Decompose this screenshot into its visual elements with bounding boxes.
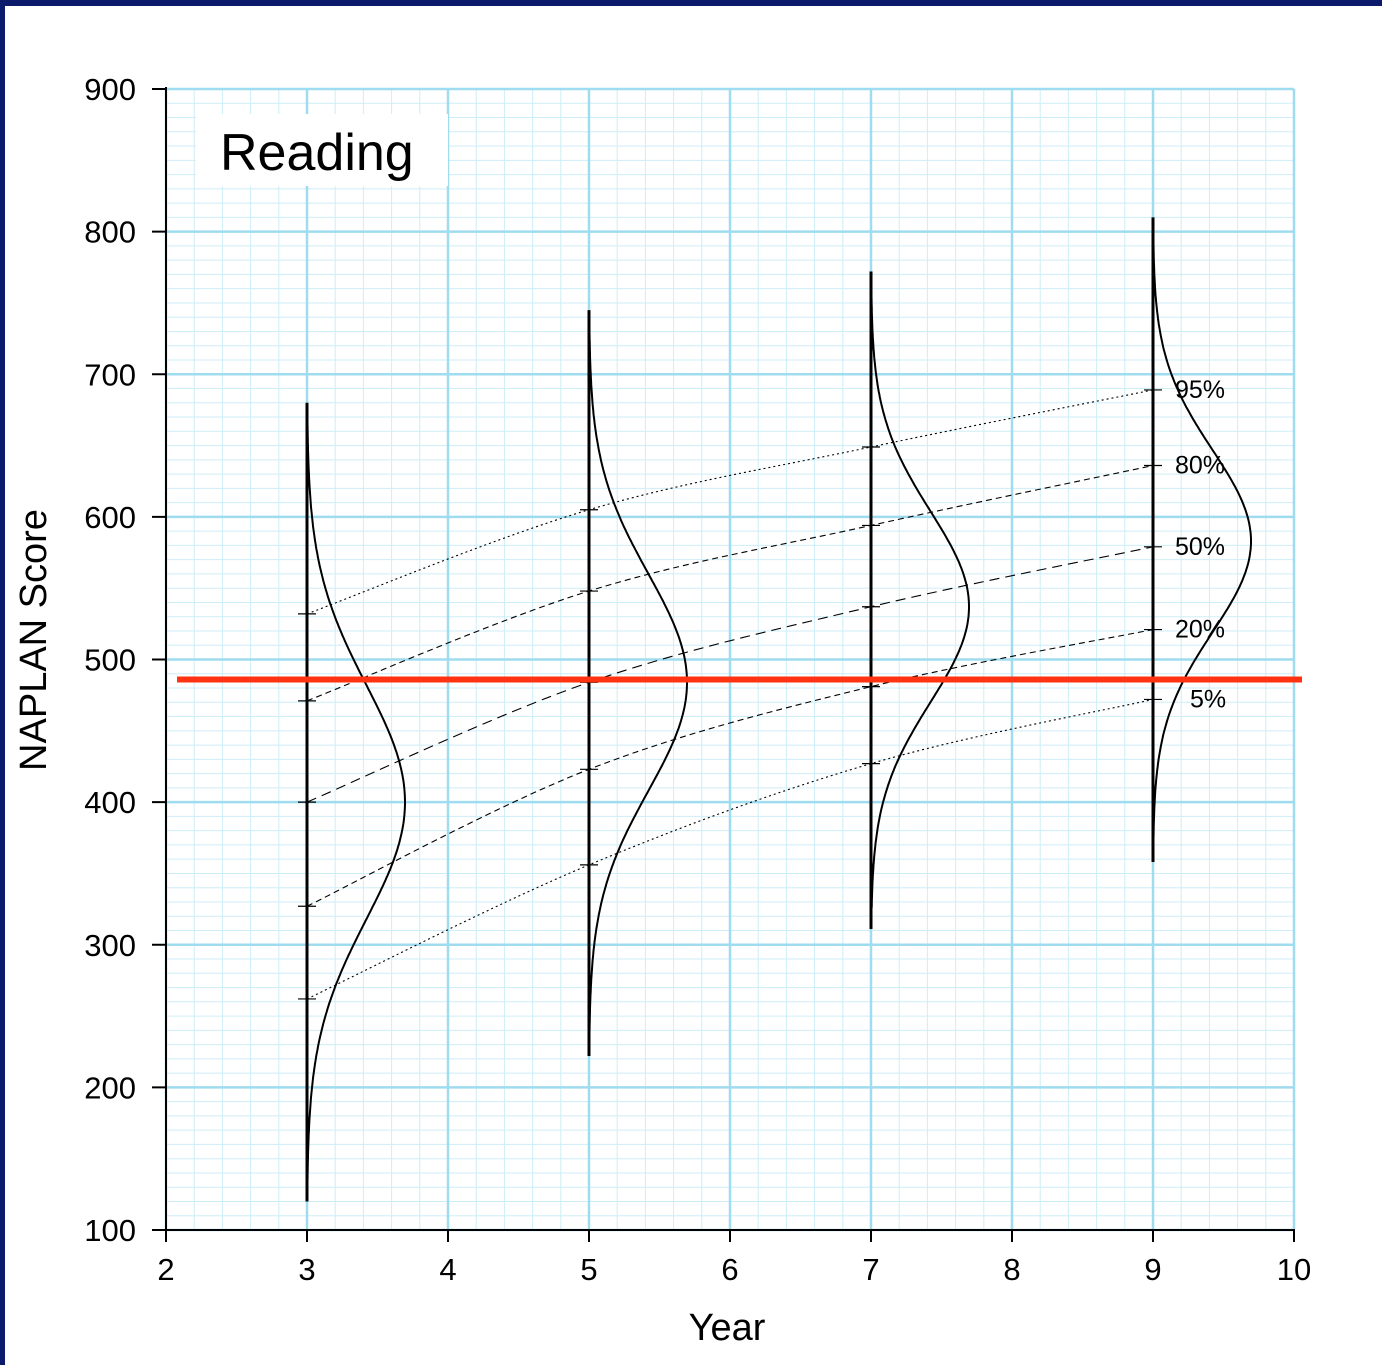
distribution-curves	[305, 217, 1252, 1202]
x-tick-label: 5	[580, 1252, 597, 1287]
series-label-80pct: 80%	[1175, 452, 1225, 480]
chart-title: Reading	[220, 124, 414, 182]
series-line-80pct	[306, 464, 1154, 702]
x-tick-label: 8	[1003, 1252, 1020, 1287]
distribution-curve-year-5	[588, 332, 688, 1035]
y-tick-label: 100	[84, 1213, 136, 1248]
series-label-50pct: 50%	[1175, 533, 1225, 561]
series-label-5pct: 5%	[1190, 685, 1226, 713]
series-label-20pct: 20%	[1175, 616, 1225, 644]
y-tick-label: 500	[84, 643, 136, 678]
x-tick-label: 6	[721, 1252, 738, 1287]
series-line-50pct	[306, 546, 1154, 803]
y-tick-label: 700	[84, 357, 136, 392]
y-tick-label: 300	[84, 928, 136, 963]
distribution-curve-year-9	[1152, 238, 1252, 841]
series-line-95pct	[306, 389, 1154, 615]
distribution-curve-year-7	[870, 294, 970, 908]
x-axis-title: Year	[689, 1307, 766, 1349]
series-line-20pct	[306, 629, 1154, 907]
x-tick-label: 3	[298, 1252, 315, 1287]
series-label-95pct: 95%	[1175, 376, 1225, 404]
title-box: Reading	[196, 114, 448, 186]
x-tick-label: 9	[1144, 1252, 1161, 1287]
x-tick-label: 10	[1277, 1252, 1311, 1287]
y-tick-label: 400	[84, 785, 136, 820]
y-axis-title: NAPLAN Score	[13, 509, 55, 771]
series-line-5pct	[306, 698, 1154, 1000]
y-tick-label: 900	[84, 72, 136, 107]
y-tick-label: 600	[84, 500, 136, 535]
labels: 100 200 300 400 500 600 700 800 900 2 3 4 5 6 7 8 9 10 95%…	[84, 72, 1311, 1287]
axes	[152, 87, 1295, 1242]
x-tick-label: 7	[862, 1252, 879, 1287]
y-tick-label: 200	[84, 1070, 136, 1105]
distribution-curve-year-3	[306, 424, 406, 1181]
x-tick-label: 2	[157, 1252, 174, 1287]
x-tick-label: 4	[439, 1252, 456, 1287]
y-tick-label: 800	[84, 215, 136, 250]
grid	[164, 87, 1296, 1232]
